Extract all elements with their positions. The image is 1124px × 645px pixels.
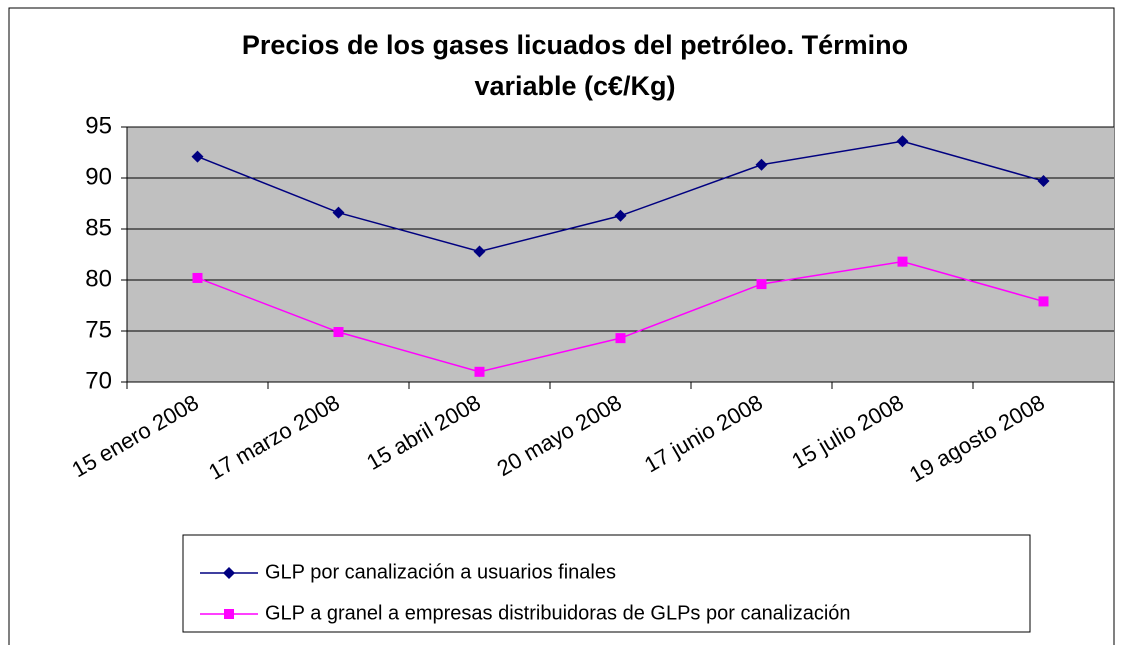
y-tick-label: 75: [85, 316, 112, 343]
marker: [756, 279, 767, 290]
x-tick-label: 17 marzo 2008: [204, 390, 344, 485]
x-tick-label: 20 mayo 2008: [493, 390, 626, 481]
y-tick-label: 95: [85, 112, 112, 139]
legend-box: [182, 534, 1031, 633]
marker: [333, 327, 344, 338]
y-tick-label: 90: [85, 163, 112, 190]
marker: [223, 567, 235, 579]
marker: [1037, 175, 1050, 188]
x-tick-label: 15 abril 2008: [362, 390, 485, 475]
legend: GLP por canalización a usuarios finales G…: [182, 534, 1031, 633]
y-tick-label: 70: [85, 367, 112, 394]
marker: [332, 206, 345, 219]
x-tick-label: 17 junio 2008: [640, 390, 767, 478]
marker: [896, 135, 909, 148]
legend-label: GLP por canalización a usuarios finales: [265, 561, 616, 583]
marker: [615, 333, 626, 344]
chart-title: variable (c€/Kg): [474, 71, 675, 101]
marker: [1038, 296, 1049, 307]
x-tick-label: 15 julio 2008: [787, 390, 908, 474]
marker: [192, 272, 203, 283]
marker: [755, 158, 768, 171]
marker: [614, 209, 627, 222]
y-tick-label: 80: [85, 265, 112, 292]
marker: [224, 609, 234, 619]
marker: [897, 256, 908, 267]
marker: [191, 150, 204, 163]
legend-label: GLP a granel a empresas distribuidoras d…: [265, 602, 851, 624]
chart-title: Precios de los gases licuados del petról…: [242, 30, 908, 60]
marker: [473, 245, 486, 258]
x-tick-label: 15 enero 2008: [68, 390, 203, 483]
x-tick-label: 19 agosto 2008: [905, 390, 1049, 488]
plot-area: [127, 127, 1114, 382]
marker: [474, 366, 485, 377]
y-tick-label: 85: [85, 214, 112, 241]
